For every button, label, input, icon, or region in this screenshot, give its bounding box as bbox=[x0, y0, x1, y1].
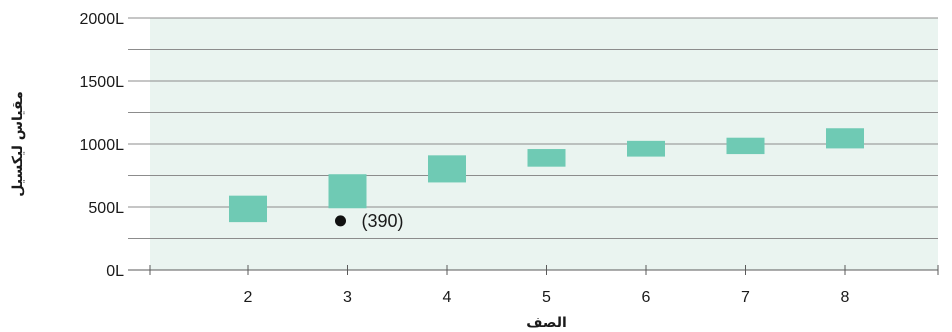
x-tick-label: 2 bbox=[244, 289, 253, 306]
range-box-grade-5 bbox=[527, 149, 566, 167]
y-axis-title: مقياس ليكسيل bbox=[10, 91, 26, 196]
range-box-grade-4 bbox=[428, 155, 466, 183]
y-tick-label: 0L bbox=[106, 263, 124, 280]
y-tick-label: 2000L bbox=[80, 11, 125, 28]
x-tick-label: 6 bbox=[642, 289, 651, 306]
x-tick-label: 8 bbox=[841, 289, 850, 306]
y-tick-label: 500L bbox=[88, 200, 124, 217]
x-tick-label: 5 bbox=[542, 289, 551, 306]
range-box-grade-2 bbox=[229, 195, 267, 223]
x-tick-label: 4 bbox=[443, 289, 452, 306]
annotation-point bbox=[335, 215, 346, 227]
y-tick-label: 1500L bbox=[80, 74, 125, 91]
x-axis-title: الصف bbox=[526, 315, 567, 331]
range-box-grade-3 bbox=[328, 174, 367, 209]
annotations: (390) bbox=[335, 211, 404, 231]
y-tick-label: 1000L bbox=[80, 137, 125, 154]
range-box-grade-8 bbox=[826, 128, 864, 149]
x-axis: 2 3 4 5 6 7 8 bbox=[128, 265, 939, 306]
range-box-grade-7 bbox=[726, 137, 765, 155]
x-tick-label: 3 bbox=[343, 289, 352, 306]
range-box-grade-6 bbox=[627, 140, 665, 157]
x-tick-label: 7 bbox=[741, 289, 750, 306]
boxes bbox=[229, 128, 864, 223]
y-axis-ticks: 0L 500L 1000L 1500L 2000L bbox=[80, 11, 125, 280]
annotation-label: (390) bbox=[362, 211, 404, 231]
